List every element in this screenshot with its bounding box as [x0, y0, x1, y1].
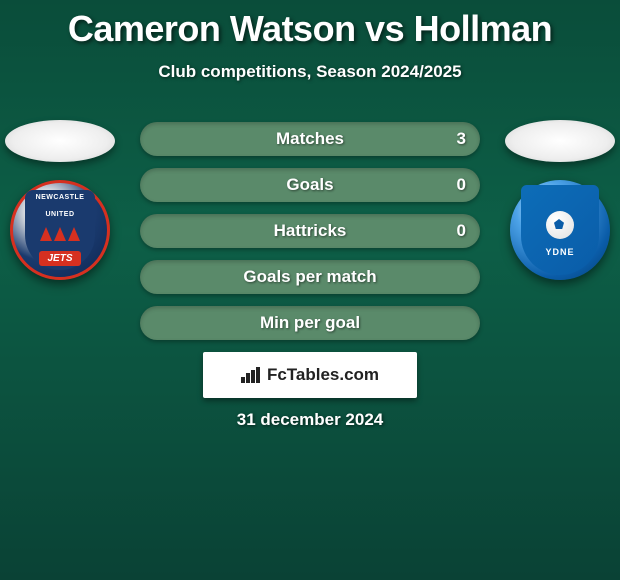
- stat-label: Matches: [276, 129, 344, 149]
- bar-chart-icon: [241, 367, 261, 383]
- date-text: 31 december 2024: [0, 410, 620, 430]
- footer-brand-box: FcTables.com: [203, 352, 417, 398]
- stat-right-value: 0: [457, 221, 466, 241]
- stat-row-goals-per-match: Goals per match: [140, 260, 480, 294]
- stat-row-goals: Goals 0: [140, 168, 480, 202]
- page-title: Cameron Watson vs Hollman: [0, 0, 620, 50]
- jets-icon: [40, 227, 80, 241]
- right-club-badge: YDNE: [510, 180, 610, 280]
- stat-label: Min per goal: [260, 313, 360, 333]
- stat-label: Goals: [286, 175, 333, 195]
- left-player-oval: [5, 120, 115, 162]
- stat-row-matches: Matches 3: [140, 122, 480, 156]
- ball-icon: [546, 211, 574, 239]
- left-club-badge: NEWCASTLE UNITED JETS: [10, 180, 110, 280]
- left-club-shield: NEWCASTLE UNITED JETS: [25, 190, 95, 270]
- stat-label: Hattricks: [274, 221, 347, 241]
- left-club-badge-text: JETS: [39, 251, 80, 266]
- stat-right-value: 3: [457, 129, 466, 149]
- right-club-shield: YDNE: [521, 185, 599, 275]
- right-club-badge-text: YDNE: [545, 247, 574, 257]
- left-club-top-text: NEWCASTLE: [36, 194, 85, 201]
- stat-right-value: 0: [457, 175, 466, 195]
- stats-list: Matches 3 Goals 0 Hattricks 0 Goals per …: [140, 122, 480, 352]
- footer-brand-text: FcTables.com: [267, 365, 379, 385]
- right-player-block: YDNE: [500, 120, 620, 280]
- left-player-block: NEWCASTLE UNITED JETS: [0, 120, 120, 280]
- right-player-oval: [505, 120, 615, 162]
- left-club-mid-text: UNITED: [45, 211, 74, 218]
- subtitle: Club competitions, Season 2024/2025: [0, 62, 620, 82]
- stat-row-hattricks: Hattricks 0: [140, 214, 480, 248]
- stat-row-min-per-goal: Min per goal: [140, 306, 480, 340]
- stat-label: Goals per match: [243, 267, 376, 287]
